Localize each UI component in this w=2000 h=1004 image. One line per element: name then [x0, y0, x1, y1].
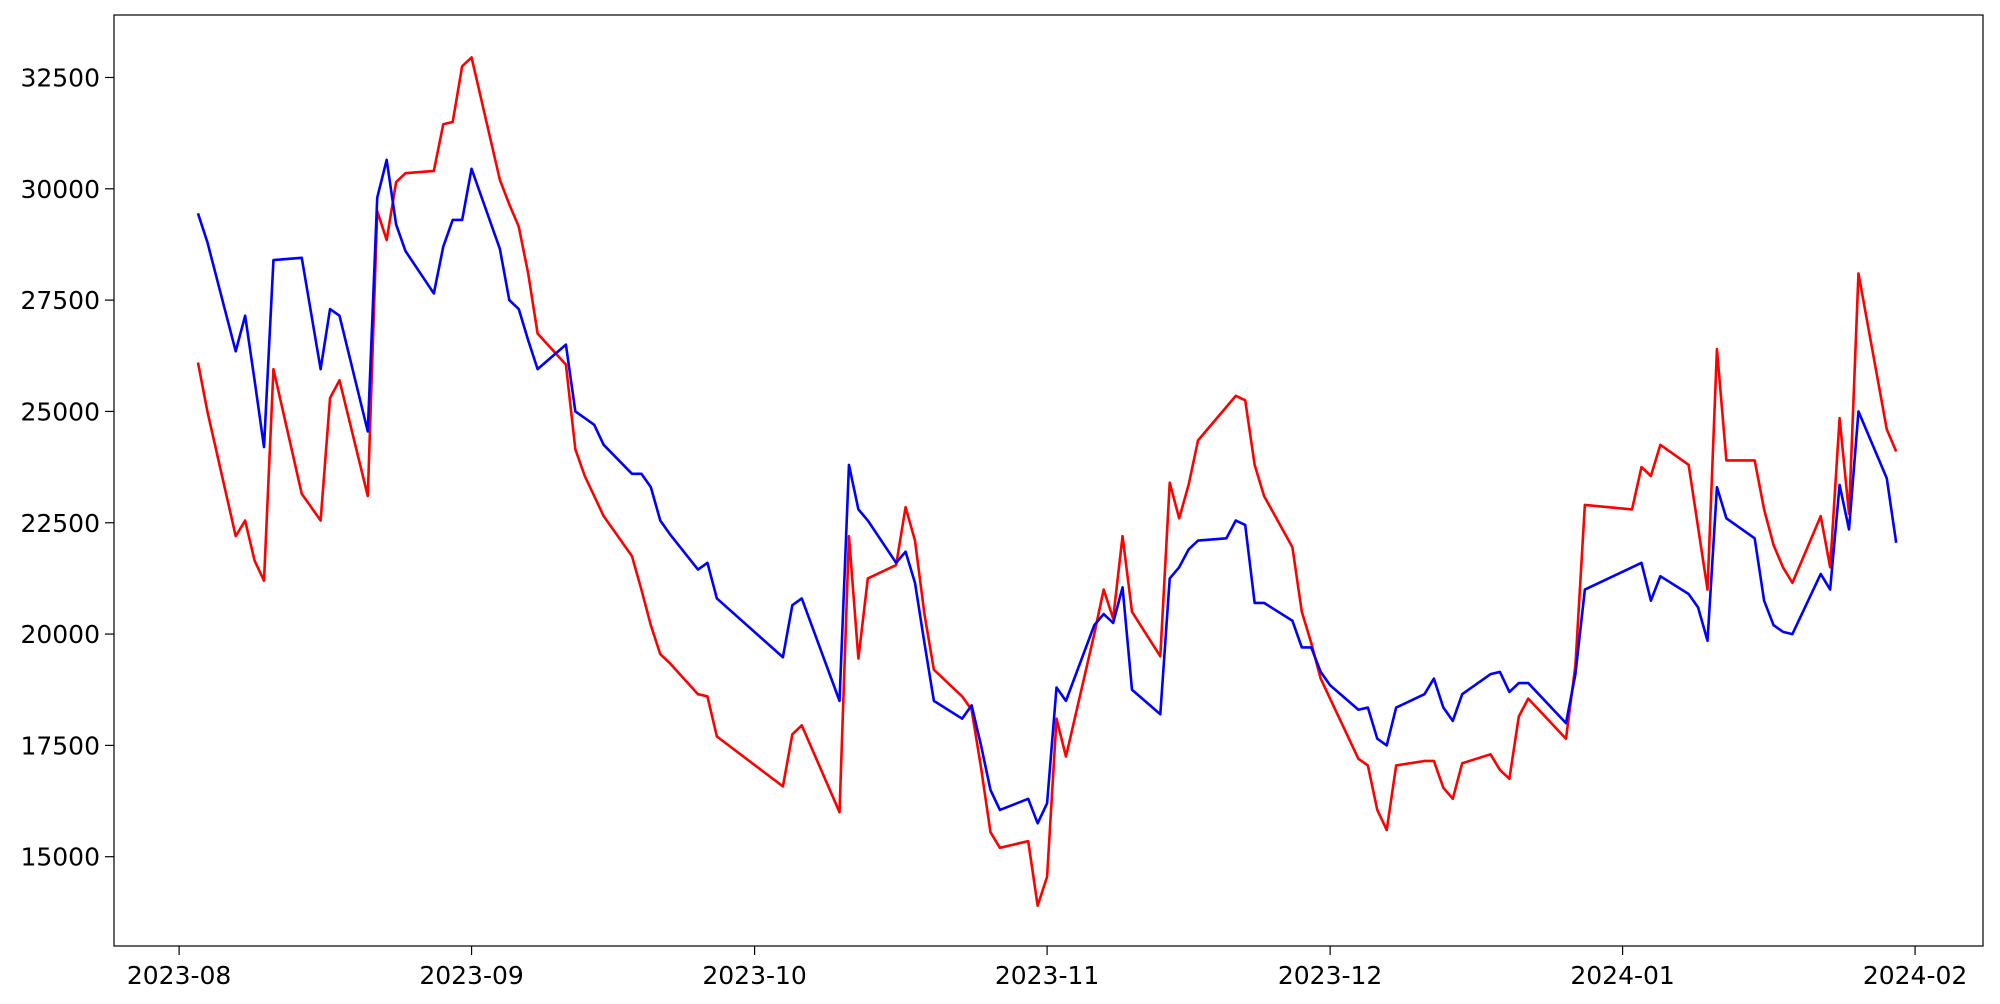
y-tick-label: 30000 [20, 175, 100, 204]
x-tick-label: 2023-08 [127, 961, 231, 990]
y-tick-label: 20000 [20, 620, 100, 649]
y-tick-label: 17500 [20, 731, 100, 760]
x-tick-label: 2023-10 [702, 961, 806, 990]
y-tick-label: 25000 [20, 397, 100, 426]
x-tick-label: 2023-12 [1278, 961, 1382, 990]
x-tick-label: 2023-09 [419, 961, 523, 990]
x-tick-label: 2024-02 [1863, 961, 1967, 990]
plot-frame [113, 14, 1984, 947]
y-tick-label: 32500 [20, 63, 100, 92]
y-tick-label: 15000 [20, 843, 100, 872]
series-line [196, 56, 1898, 907]
series-line [196, 158, 1898, 825]
x-tick-label: 2023-11 [995, 961, 1099, 990]
x-tick-label: 2024-01 [1570, 961, 1674, 990]
y-tick-label: 22500 [20, 509, 100, 538]
y-tick-label: 27500 [20, 286, 100, 315]
